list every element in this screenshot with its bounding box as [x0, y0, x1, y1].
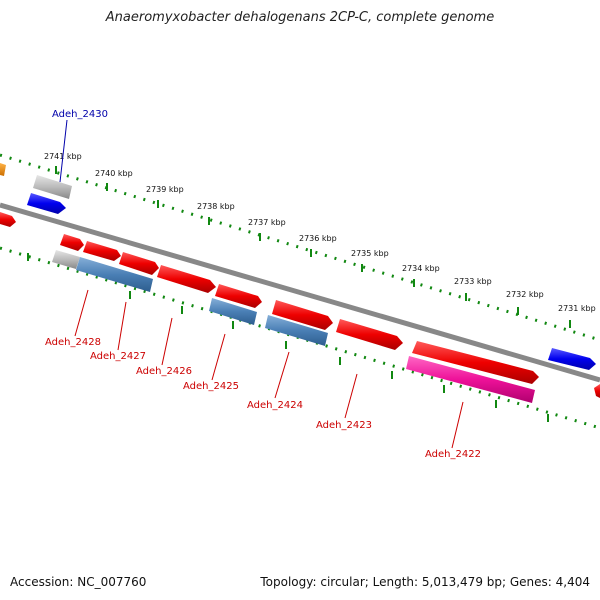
kbp-ticks-outer	[55, 166, 571, 328]
gene-label[interactable]: Adeh_2423	[316, 420, 372, 431]
map-title: Anaeromyxobacter dehalogenans 2CP-C, com…	[105, 10, 495, 25]
feature-steel-3[interactable]	[265, 315, 328, 346]
gene-label[interactable]: Adeh_2422	[425, 449, 481, 460]
feature-pink[interactable]	[406, 356, 535, 403]
label-leaders	[59, 119, 464, 449]
kbp-label: 2731 kbp	[558, 304, 596, 313]
accession-text: Accession: NC_007760	[10, 575, 147, 589]
gene-label[interactable]: Adeh_2425	[183, 381, 239, 392]
genome-backbone	[0, 202, 600, 383]
feature-red-edge-left[interactable]	[0, 212, 16, 227]
gene-features	[0, 163, 600, 403]
feature-red-1[interactable]	[60, 234, 84, 251]
feature-adeh-2430[interactable]	[27, 193, 66, 214]
kbp-label: 2735 kbp	[351, 249, 389, 258]
feature-steel-2[interactable]	[209, 298, 257, 325]
feature-red-4[interactable]	[157, 265, 216, 293]
kbp-label: 2733 kbp	[454, 277, 492, 286]
gene-label[interactable]: Adeh_2424	[247, 400, 303, 411]
feature-gray-lower[interactable]	[52, 250, 80, 269]
feature-steel-1[interactable]	[76, 257, 153, 292]
kbp-label: 2739 kbp	[146, 185, 184, 194]
feature-red-3[interactable]	[119, 252, 159, 275]
feature-red-2[interactable]	[83, 241, 121, 261]
feature-orange[interactable]	[0, 163, 6, 176]
feature-red-5[interactable]	[215, 284, 262, 308]
kbp-label: 2738 kbp	[197, 202, 235, 211]
gene-label[interactable]: Adeh_2428	[45, 337, 101, 348]
kbp-label: 2732 kbp	[506, 290, 544, 299]
feature-red-8[interactable]	[412, 341, 539, 384]
feature-red-6[interactable]	[272, 300, 333, 330]
kbp-label: 2737 kbp	[248, 218, 286, 227]
kbp-label: 2734 kbp	[402, 264, 440, 273]
genome-stats-text: Topology: circular; Length: 5,013,479 bp…	[260, 575, 590, 589]
gene-label[interactable]: Adeh_2426	[136, 366, 192, 377]
feature-gray-upper[interactable]	[33, 175, 72, 199]
gene-labels: Adeh_2430 Adeh_2428 Adeh_2427 Adeh_2426 Adeh…	[45, 109, 481, 460]
feature-red-edge-right[interactable]	[594, 384, 600, 398]
gene-label[interactable]: Adeh_2427	[90, 351, 146, 362]
kbp-ticks-inner	[27, 253, 549, 422]
kbp-label: 2736 kbp	[299, 234, 337, 243]
gene-label[interactable]: Adeh_2430	[52, 109, 108, 120]
feature-blue-right[interactable]	[548, 348, 596, 370]
feature-red-7[interactable]	[336, 319, 403, 350]
kbp-label: 2740 kbp	[95, 169, 133, 178]
